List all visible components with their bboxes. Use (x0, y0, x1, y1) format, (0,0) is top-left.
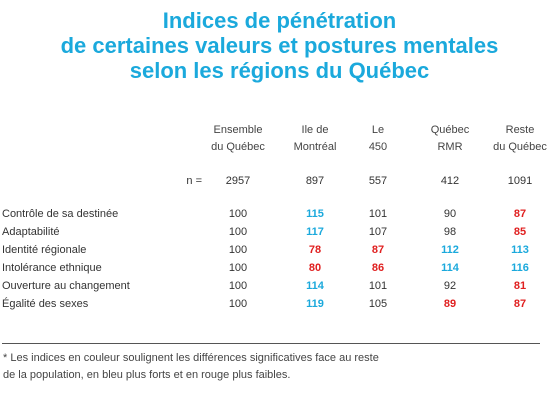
table-row: Adaptabilité 100 117 107 98 85 (0, 226, 559, 244)
table-cell: 101 (368, 208, 388, 220)
table-cell: 100 (228, 226, 248, 238)
column-header-3: Québec RMR (418, 122, 482, 156)
table-cell: 101 (368, 280, 388, 292)
row-label: Égalité des sexes (2, 298, 89, 310)
table-cell: 115 (306, 208, 324, 220)
table-row: Intolérance ethnique 100 80 86 114 116 (0, 262, 559, 280)
table-cell: 87 (371, 244, 385, 256)
table-cell: 100 (228, 244, 248, 256)
table-cell: 100 (228, 280, 248, 292)
n-value: 412 (440, 175, 460, 187)
column-header-line-1: Ensemble (213, 124, 263, 136)
footnote: * Les indices en couleur soulignent les … (3, 350, 543, 384)
table-cell: 87 (513, 208, 527, 220)
table-cell: 119 (306, 298, 324, 310)
table-cell: 92 (443, 280, 457, 292)
table-cell: 107 (368, 226, 388, 238)
column-header-line-1: Le (371, 124, 385, 136)
table-cell: 87 (513, 298, 527, 310)
column-header-2: Le 450 (346, 122, 410, 156)
table-cell: 114 (441, 262, 459, 274)
table-cell: 114 (306, 280, 324, 292)
table-cell: 89 (443, 298, 457, 310)
row-label: Contrôle de sa destinée (2, 208, 119, 220)
column-header-1: Ile de Montréal (283, 122, 347, 156)
row-label: Identité régionale (2, 244, 87, 256)
column-header-4: Reste du Québec (488, 122, 552, 156)
page-title: Indices de pénétration de certaines vale… (0, 8, 559, 83)
table-cell: 117 (306, 226, 324, 238)
table-row: Identité régionale 100 78 87 112 113 (0, 244, 559, 262)
table-cell: 100 (228, 208, 248, 220)
column-header-line-1: Québec (430, 124, 470, 136)
table-row: Égalité des sexes 100 119 105 89 87 (0, 298, 559, 316)
title-line-2: de certaines valeurs et postures mentale… (60, 33, 499, 58)
row-label: Ouverture au changement (2, 280, 130, 292)
n-label: n = (186, 175, 202, 187)
column-header-line-2: RMR (437, 141, 463, 153)
column-header-line-2: du Québec (493, 141, 547, 153)
table-cell: 100 (228, 262, 248, 274)
n-value: 1091 (507, 175, 533, 187)
table-cell: 105 (368, 298, 388, 310)
column-header-line-2: du Québec (211, 141, 265, 153)
table-cell: 81 (513, 280, 527, 292)
column-header-0: Ensemble du Québec (206, 122, 270, 156)
footnote-line-2: de la population, en bleu plus forts et … (3, 369, 291, 381)
table-cell: 98 (443, 226, 457, 238)
n-value: 897 (305, 175, 325, 187)
table-cell: 85 (513, 226, 527, 238)
row-label: Intolérance ethnique (2, 262, 102, 274)
table-cell: 86 (371, 262, 385, 274)
footnote-divider (2, 343, 540, 344)
title-line-3: selon les régions du Québec (129, 58, 430, 83)
column-header-line-2: 450 (368, 141, 388, 153)
table-cell: 90 (443, 208, 457, 220)
footnote-line-1: * Les indices en couleur soulignent les … (3, 352, 379, 364)
title-line-1: Indices de pénétration (162, 8, 397, 33)
column-header-line-1: Ile de (301, 124, 329, 136)
table-cell: 80 (308, 262, 322, 274)
column-header-line-2: Montréal (293, 141, 337, 153)
table-cell: 112 (441, 244, 459, 256)
row-label: Adaptabilité (2, 226, 60, 238)
table-cell: 100 (228, 298, 248, 310)
table-cell: 113 (511, 244, 529, 256)
n-value: 2957 (225, 175, 251, 187)
table-cell: 116 (511, 262, 529, 274)
table-row: Ouverture au changement 100 114 101 92 81 (0, 280, 559, 298)
n-value: 557 (368, 175, 388, 187)
table-row: Contrôle de sa destinée 100 115 101 90 87 (0, 208, 559, 226)
table-cell: 78 (308, 244, 322, 256)
column-header-line-1: Reste (505, 124, 535, 136)
